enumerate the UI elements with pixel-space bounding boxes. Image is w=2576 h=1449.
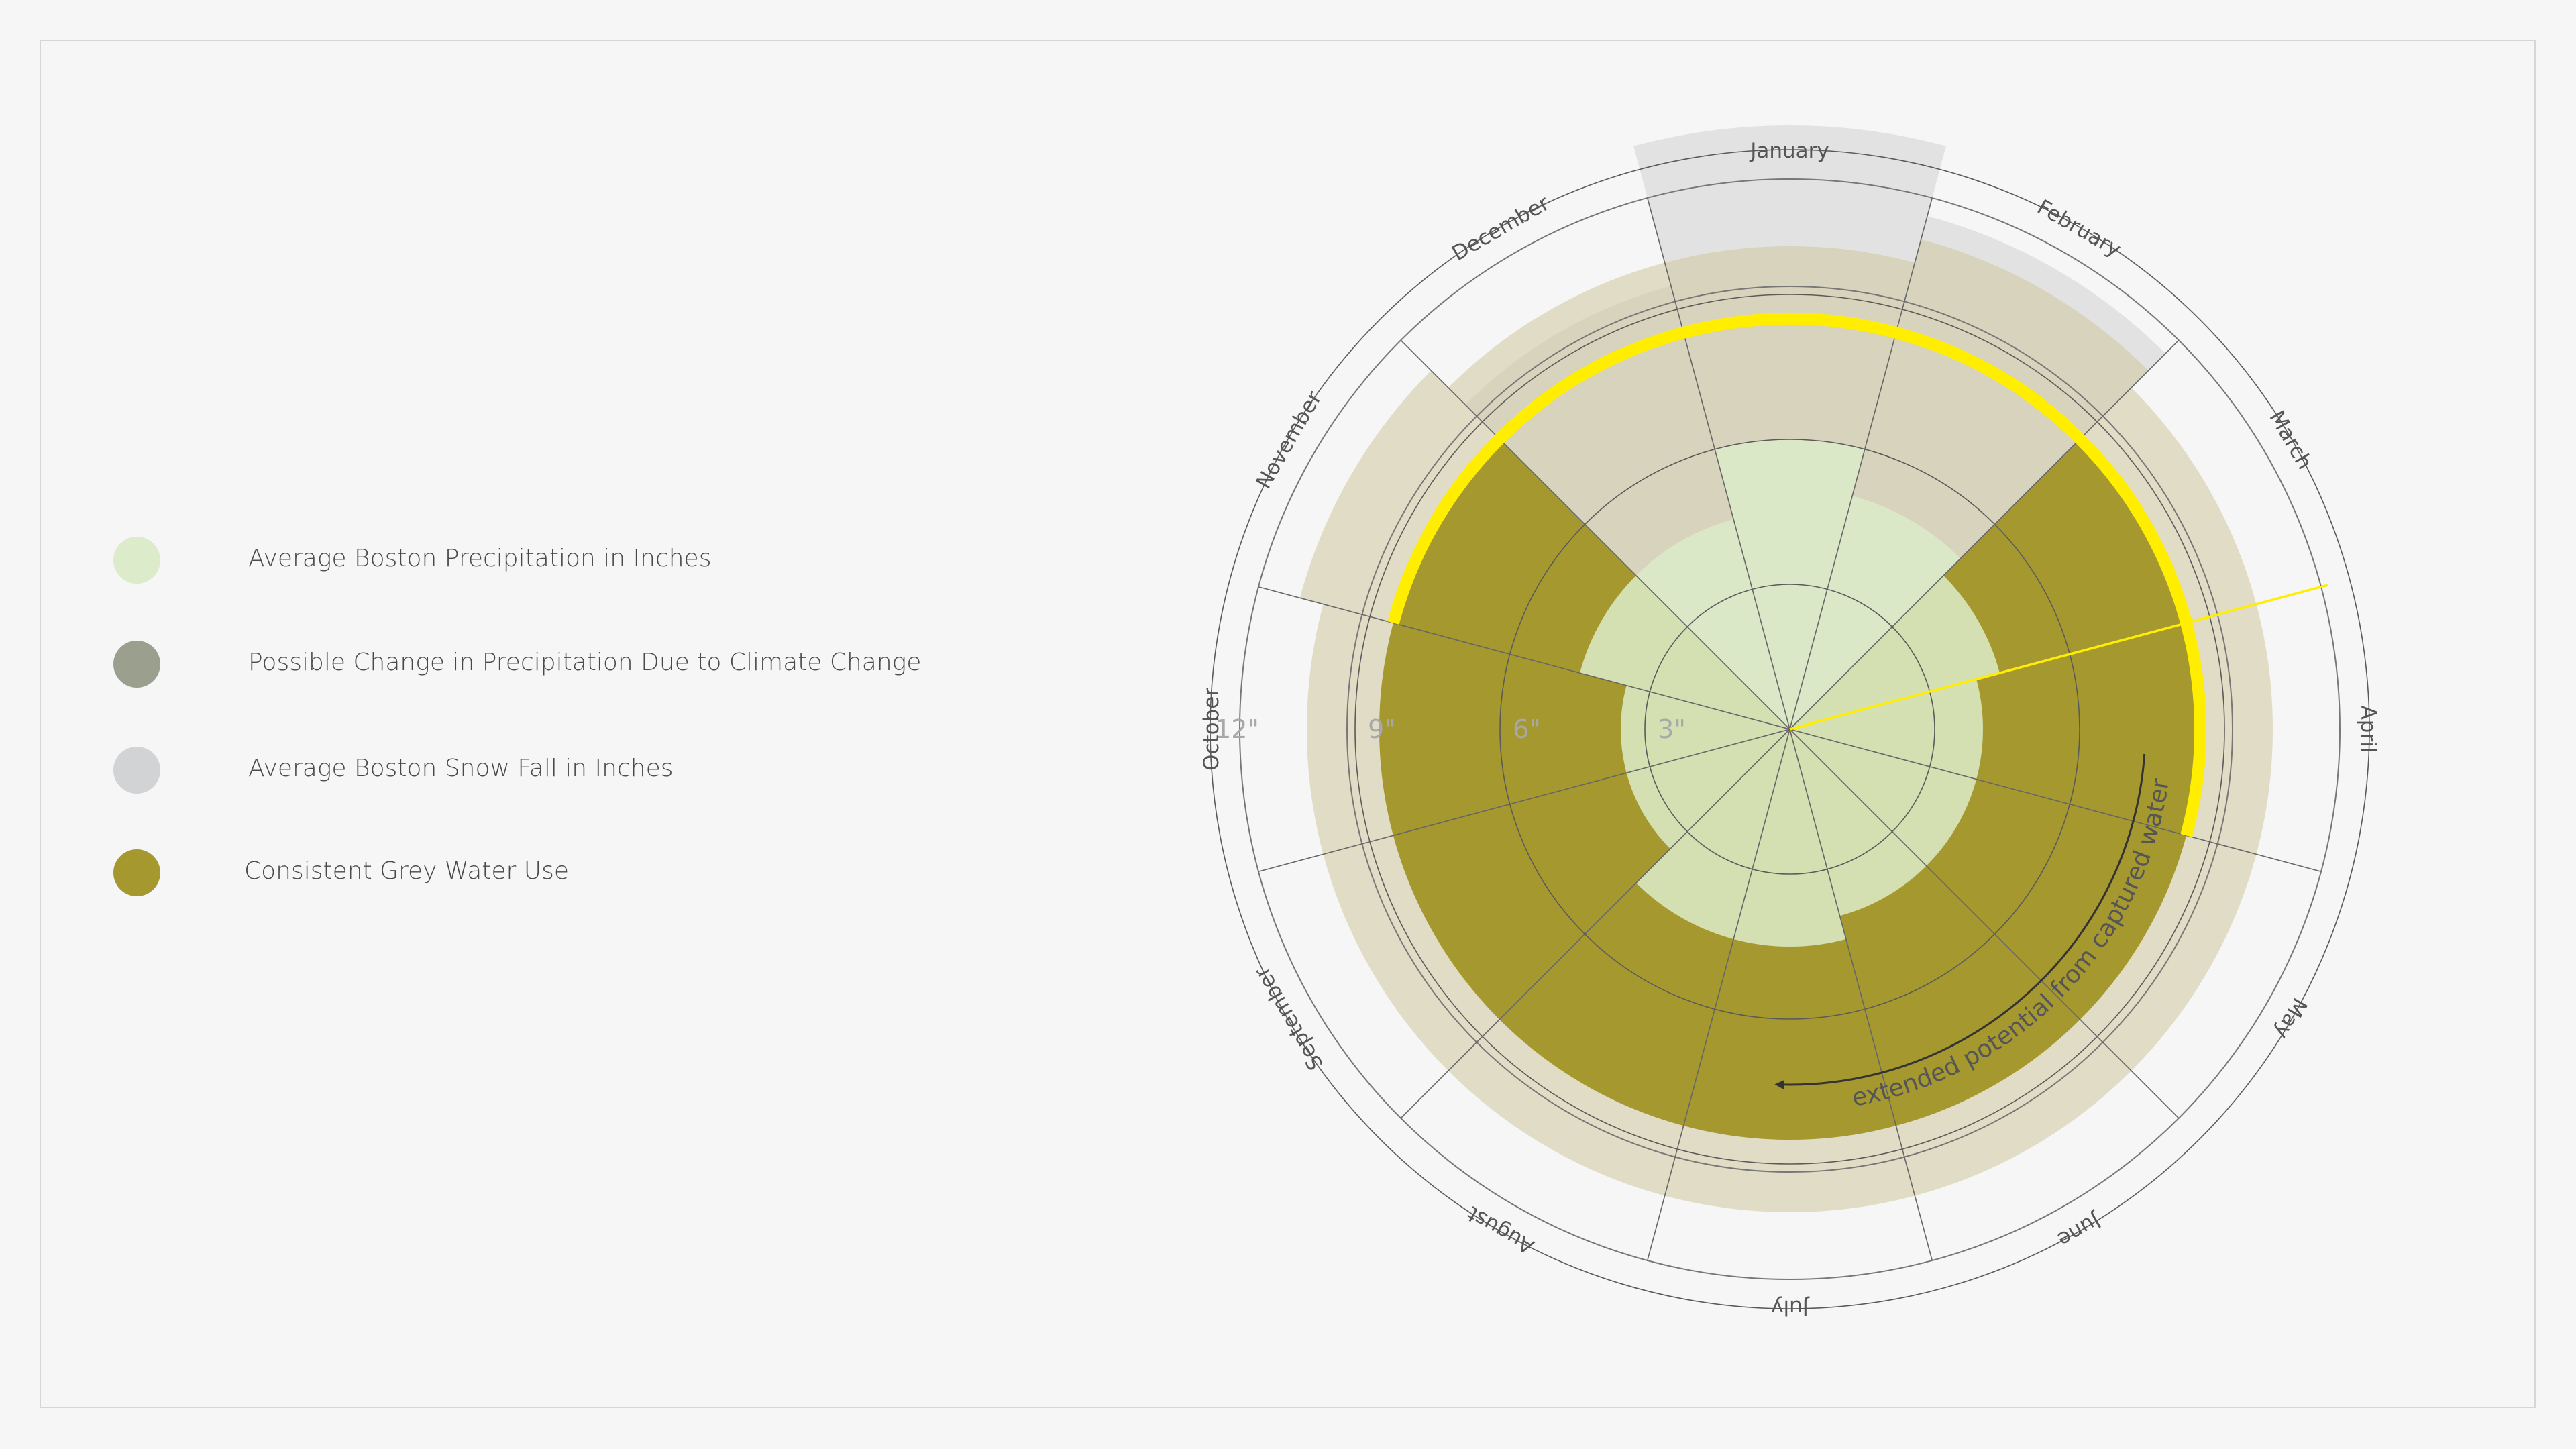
ring-labels: 3" 6" 9" 12" <box>1215 714 1686 744</box>
month-label-may: May <box>2269 994 2312 1043</box>
annotation-arrow <box>1774 753 2146 1090</box>
month-label-july: July <box>1771 1295 1810 1320</box>
legend-label-snowfall: Average Boston Snow Fall in Inches <box>248 755 674 782</box>
legend-label-climate-change: Possible Change in Precipitation Due to … <box>248 649 922 676</box>
ring-3 <box>1644 584 1935 875</box>
divider-0 <box>1646 197 1790 730</box>
legend-swatch-grey-water <box>113 849 160 896</box>
month-label-december: December <box>1448 191 1553 266</box>
month-label-january: January <box>1749 139 1829 163</box>
precipitation-wedge-june <box>1790 729 1927 916</box>
legend-label-precipitation: Average Boston Precipitation in Inches <box>248 545 712 572</box>
ring-label-12: 12" <box>1215 714 1259 744</box>
divider-8 <box>1400 729 1790 1119</box>
divider-11 <box>1400 339 1790 730</box>
legend-item-snowfall: Average Boston Snow Fall in Inches <box>0 747 1073 795</box>
ring-12 <box>1210 149 2370 1309</box>
highlight-divider-line <box>1789 584 2328 731</box>
legend-swatch-climate-change <box>113 641 160 688</box>
month-label-february: February <box>2033 195 2125 262</box>
legend-item-grey-water: Consistent Grey Water Use <box>0 849 1073 898</box>
precipitation-wedge-december <box>1635 519 1790 729</box>
precipitation-wedge-november <box>1580 575 1790 729</box>
highlight-arc-path <box>1387 313 2206 837</box>
divider-1 <box>1789 197 1933 730</box>
month-label-october: October <box>1199 688 1224 771</box>
grey-water-wedge-october <box>1379 623 1790 836</box>
ring-6 <box>1499 439 2080 1020</box>
legend: Average Boston Precipitation in Inches P… <box>0 0 1073 1449</box>
highlight-arc <box>1387 313 2328 837</box>
month-ring <box>1346 286 2233 1173</box>
precipitation-wedge-july <box>1733 729 1846 947</box>
legend-label-grey-water: Consistent Grey Water Use <box>244 857 570 885</box>
precipitation-wedge-april <box>1790 679 1984 780</box>
ring-label-6: 6" <box>1513 714 1541 744</box>
outer-ring <box>1239 178 2341 1280</box>
precipitation-wedge-may <box>1790 729 1977 866</box>
divider-10 <box>1258 586 1790 730</box>
legend-swatch-precipitation <box>113 537 160 584</box>
month-label-august: August <box>1463 1201 1538 1258</box>
divider-9 <box>1258 729 1790 873</box>
chart-frame <box>40 40 2536 1408</box>
precipitation-wedge-august <box>1635 729 1790 939</box>
legend-item-precipitation: Average Boston Precipitation in Inches <box>0 537 1073 585</box>
ring-9 <box>1354 294 2225 1165</box>
divider-7 <box>1646 729 1790 1261</box>
precipitation-wedge-march <box>1790 575 2000 729</box>
divider-6 <box>1789 729 1933 1261</box>
legend-swatch-snowfall <box>113 747 160 794</box>
month-label-november: November <box>1252 387 1327 493</box>
month-label-april: April <box>2356 706 2380 753</box>
legend-item-climate-change: Possible Change in Precipitation Due to … <box>0 641 1073 689</box>
ring-label-9: 9" <box>1368 714 1396 744</box>
grey-water-wedge-april <box>1790 623 2201 836</box>
month-label-june: June <box>2053 1208 2106 1252</box>
chart-grid <box>1210 149 2370 1309</box>
divider-2 <box>1789 339 2180 730</box>
month-label-september: September <box>1250 963 1328 1075</box>
ring-label-3: 3" <box>1658 714 1686 744</box>
divider-4 <box>1789 729 2322 873</box>
divider-5 <box>1789 729 2180 1119</box>
precipitation-wedge-october <box>1621 685 1790 773</box>
precipitation-wedge-september <box>1626 729 1790 849</box>
